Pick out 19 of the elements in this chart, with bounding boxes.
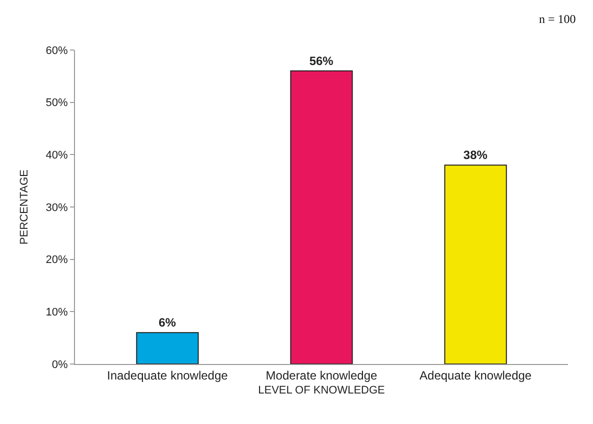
text: n = 100 [539, 12, 576, 26]
bar [290, 70, 353, 364]
x-axis-title: LEVEL OF KNOWLEDGE [258, 384, 385, 397]
y-tick-label: 40% [46, 150, 68, 162]
data-label: 38% [463, 148, 488, 162]
bar [136, 332, 199, 364]
data-label: 6% [158, 316, 176, 330]
y-tick-label: 50% [46, 97, 68, 110]
bar [444, 164, 507, 364]
x-tick-label: Moderate knowledge [266, 368, 378, 382]
x-tick-label: Adequate knowledge [420, 368, 532, 382]
y-tick-label: 20% [46, 254, 68, 266]
y-tick-label: 0% [52, 358, 68, 371]
y-axis-title: PERCENTAGE [18, 170, 30, 244]
x-tick-label: Inadequate knowledge [107, 368, 228, 382]
y-tick-label: 10% [46, 306, 68, 319]
y-tick-label: 60% [46, 44, 68, 57]
y-tick-label: 30% [46, 202, 68, 214]
data-label: 56% [309, 54, 334, 68]
